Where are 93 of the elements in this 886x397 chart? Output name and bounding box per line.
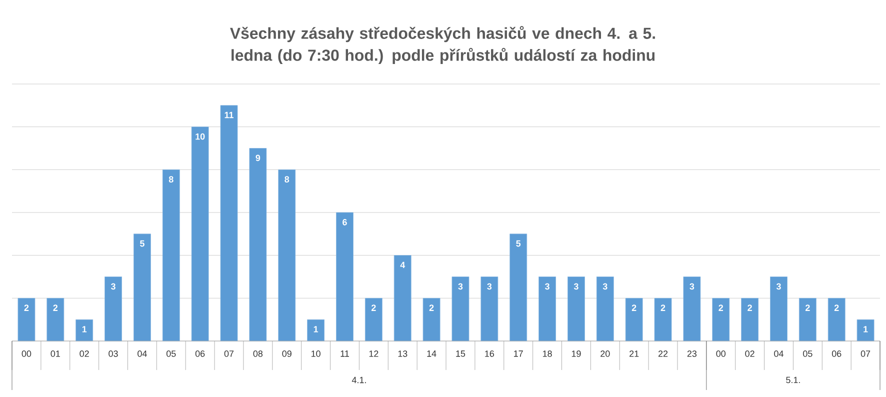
bar xyxy=(568,276,585,342)
bar xyxy=(18,298,36,342)
bar xyxy=(625,298,643,342)
data-label: 2 xyxy=(806,304,810,311)
data-label: 11 xyxy=(224,112,234,118)
data-label: 2 xyxy=(748,304,752,311)
data-label: 2 xyxy=(718,304,724,311)
bar xyxy=(741,298,759,342)
data-label: 4 xyxy=(400,262,406,268)
bar xyxy=(307,319,325,342)
bar xyxy=(596,276,614,342)
text: 4.1. xyxy=(352,376,366,384)
data-label: 1 xyxy=(314,326,318,332)
bar xyxy=(76,319,94,342)
text: 5.1. xyxy=(786,376,800,384)
x-tick-label: 19 xyxy=(572,350,581,357)
data-label: 9 xyxy=(256,154,260,162)
bar xyxy=(510,234,528,342)
data-label: 2 xyxy=(429,304,434,311)
bar xyxy=(828,298,846,342)
x-tick-label: 15 xyxy=(456,350,466,357)
x-tick-label: 00 xyxy=(716,350,726,357)
bar xyxy=(452,276,470,342)
data-label: 6 xyxy=(342,219,347,226)
x-tick-label: 08 xyxy=(253,350,263,357)
chart-title: Všechny zásahy středočeských hasičů ve dnech 4. a 5. ledna (do 7:30 hod.) podle přírůstků událostí za hodinu xyxy=(230,26,655,64)
bar xyxy=(278,169,296,342)
x-tick-label: 17 xyxy=(514,350,523,357)
x-tick-label: 05 xyxy=(166,350,176,357)
data-label: 3 xyxy=(487,283,492,290)
data-label: 2 xyxy=(632,304,636,311)
bar xyxy=(364,298,382,342)
bar xyxy=(654,298,672,342)
bar xyxy=(798,298,816,342)
bar xyxy=(422,298,440,342)
bar xyxy=(191,126,209,342)
bar xyxy=(712,298,730,342)
x-tick-label: 20 xyxy=(600,350,610,357)
bar xyxy=(249,148,267,342)
bar xyxy=(336,212,354,342)
data-label: 1 xyxy=(82,326,87,332)
bar xyxy=(856,319,874,342)
data-label: 1 xyxy=(864,326,868,332)
x-tick-label: 10 xyxy=(312,350,320,357)
x-tick-label: 11 xyxy=(340,350,349,357)
bar xyxy=(538,276,556,342)
x-tick-label: 16 xyxy=(485,350,494,357)
data-label: 2 xyxy=(371,304,376,311)
data-label: 2 xyxy=(660,304,666,311)
x-tick-label: 23 xyxy=(687,350,697,357)
bar xyxy=(134,234,151,342)
x-tick-label: 21 xyxy=(630,350,639,357)
data-label: 3 xyxy=(110,283,116,290)
x-tick-label: 07 xyxy=(860,350,870,357)
data-label: 3 xyxy=(602,283,608,290)
x-tick-label: 06 xyxy=(832,350,842,357)
x-tick-label: 14 xyxy=(427,350,436,357)
x-tick-label: 02 xyxy=(80,350,89,357)
bar xyxy=(162,169,180,342)
bar xyxy=(220,105,238,342)
bar xyxy=(104,276,122,342)
x-tick-label: 12 xyxy=(369,350,378,357)
bar xyxy=(770,276,788,342)
data-label: 3 xyxy=(458,283,463,290)
data-label: 3 xyxy=(544,283,550,290)
x-tick-label: 13 xyxy=(398,350,408,357)
data-label: 3 xyxy=(776,283,781,290)
x-tick-label: 09 xyxy=(282,350,292,357)
x-tick-label: 07 xyxy=(224,350,234,357)
bar xyxy=(394,255,412,342)
x-tick-label: 00 xyxy=(22,350,32,357)
x-tick-label: 22 xyxy=(658,350,668,357)
data-label: 2 xyxy=(24,304,29,311)
x-tick-label: 04 xyxy=(774,350,784,357)
x-tick-label: 06 xyxy=(195,350,205,357)
data-label: 2 xyxy=(834,304,839,311)
data-label: 2 xyxy=(53,304,58,311)
data-label: 3 xyxy=(690,283,694,290)
data-label: 5 xyxy=(516,240,521,247)
x-tick-label: 03 xyxy=(108,350,118,357)
data-label: 5 xyxy=(140,240,144,247)
x-tick-label: 01 xyxy=(50,350,60,357)
data-label: 8 xyxy=(284,176,290,183)
x-tick-label: 05 xyxy=(803,350,812,357)
bar xyxy=(46,298,64,342)
data-label: 3 xyxy=(574,283,578,290)
data-label: 10 xyxy=(196,133,205,140)
x-tick-label: 02 xyxy=(745,350,754,357)
x-tick-label: 18 xyxy=(542,350,552,357)
x-tick-label: 04 xyxy=(138,350,147,357)
bar xyxy=(683,276,701,342)
data-label: 8 xyxy=(168,176,174,183)
bar xyxy=(480,276,498,342)
